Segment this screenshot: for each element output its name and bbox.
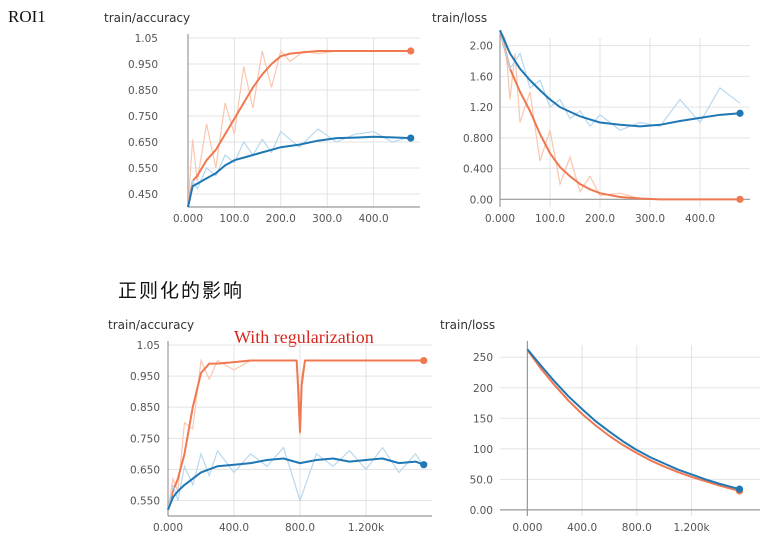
roi-label: ROI1: [8, 7, 46, 26]
y-tick-label: 100: [473, 444, 493, 456]
section-caption: 正则化的影响: [118, 280, 245, 302]
series-end-point: [735, 485, 744, 493]
y-tick-label: 0.550: [130, 495, 160, 507]
series-raw-line: [187, 49, 411, 208]
y-tick-label: 250: [473, 352, 493, 364]
y-tick-label: 0.750: [130, 433, 160, 445]
y-tick-label: 1.05: [137, 340, 160, 352]
x-tick-label: 200.0: [585, 213, 615, 225]
y-tick-label: 0.950: [128, 59, 158, 71]
x-tick-label: 0.000: [485, 213, 515, 225]
series-line: [187, 135, 411, 208]
x-tick-label: 300.0: [635, 213, 665, 225]
x-tick-label: 400.0: [359, 213, 389, 225]
series-line: [167, 457, 425, 511]
x-tick-label: 1.200k: [348, 522, 385, 534]
series-line: [167, 359, 424, 511]
y-tick-label: 0.650: [128, 137, 158, 149]
series-end-point: [407, 134, 415, 142]
y-tick-label: 0.00: [470, 194, 493, 206]
x-tick-label: 0.000: [512, 522, 542, 534]
x-tick-label: 100.0: [219, 213, 249, 225]
series-end-point: [420, 461, 428, 469]
y-tick-label: 0.850: [130, 402, 160, 414]
series-end-point: [736, 195, 744, 203]
y-tick-label: 0.800: [463, 133, 493, 145]
y-tick-label: 0.750: [128, 111, 158, 123]
y-tick-label: 0.950: [130, 371, 160, 383]
x-tick-label: 400.0: [685, 213, 715, 225]
y-tick-label: 1.20: [470, 102, 493, 114]
chart-title-bottom-right: train/loss: [440, 318, 496, 332]
y-tick-label: 200: [473, 383, 493, 395]
series-raw-line: [167, 446, 425, 510]
chart-title-top-left: train/accuracy: [104, 11, 191, 25]
x-tick-label: 200.0: [266, 213, 296, 225]
y-tick-label: 1.05: [135, 33, 158, 45]
y-tick-label: 0.00: [470, 505, 493, 517]
x-tick-label: 300.0: [312, 213, 342, 225]
x-tick-label: 0.000: [153, 522, 183, 534]
y-tick-label: 0.400: [463, 164, 493, 176]
chart-title-top-right: train/loss: [432, 11, 488, 25]
y-tick-label: 2.00: [470, 41, 493, 53]
x-tick-label: 400.0: [567, 522, 597, 534]
chart-title-bottom-left: train/accuracy: [108, 318, 195, 332]
y-tick-label: 0.450: [128, 189, 158, 201]
x-tick-label: 100.0: [535, 213, 565, 225]
series-end-point: [407, 47, 415, 55]
x-tick-label: 800.0: [285, 522, 315, 534]
x-tick-label: 800.0: [622, 522, 652, 534]
series-end-point: [736, 109, 744, 117]
x-tick-label: 0.000: [173, 213, 203, 225]
regularization-annotation: With regularization: [234, 327, 374, 347]
series-line: [499, 30, 740, 201]
y-tick-label: 0.650: [130, 464, 160, 476]
x-tick-label: 1.200k: [674, 522, 711, 534]
series-raw-line: [187, 128, 411, 208]
series-end-point: [420, 356, 428, 365]
series-line: [526, 348, 740, 491]
y-tick-label: 1.60: [470, 71, 493, 83]
y-tick-label: 50.0: [470, 474, 493, 486]
y-tick-label: 0.850: [128, 85, 158, 97]
series-line: [499, 29, 741, 128]
y-tick-label: 150: [473, 413, 493, 425]
x-tick-label: 400.0: [219, 522, 249, 534]
series-line: [526, 349, 740, 492]
series-line: [187, 50, 411, 208]
y-tick-label: 0.550: [128, 163, 158, 175]
